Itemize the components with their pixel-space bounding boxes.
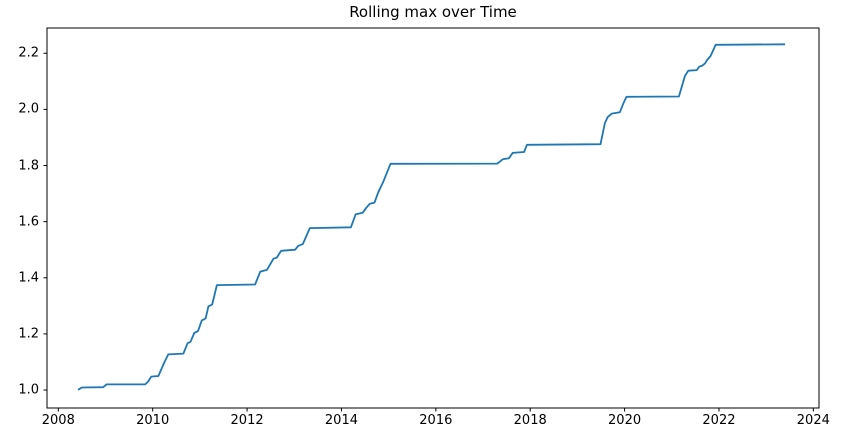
axis-tick-marks bbox=[43, 52, 814, 412]
y-tick-label: 1.0 bbox=[18, 382, 39, 398]
x-tick-label: 2022 bbox=[702, 413, 736, 428]
x-tick-label: 2018 bbox=[513, 413, 547, 428]
rolling-max-line bbox=[77, 43, 786, 391]
y-tick-label: 2.2 bbox=[18, 45, 39, 61]
x-tick-label: 2014 bbox=[324, 413, 358, 428]
y-tick-label: 1.8 bbox=[18, 158, 39, 174]
axes-frame bbox=[46, 27, 820, 409]
y-tick-label: 2.0 bbox=[18, 101, 39, 117]
chart-title: Rolling max over Time bbox=[349, 3, 517, 21]
x-tick-label: 2010 bbox=[136, 413, 170, 428]
x-tick-label: 2008 bbox=[41, 413, 75, 428]
y-tick-label: 1.6 bbox=[18, 214, 39, 230]
x-tick-label: 2016 bbox=[419, 413, 453, 428]
x-tick-label: 2020 bbox=[608, 413, 642, 428]
y-tick-label: 1.4 bbox=[18, 270, 39, 286]
x-tick-label: 2012 bbox=[230, 413, 264, 428]
y-tick-label: 1.2 bbox=[18, 326, 39, 342]
x-tick-label: 2024 bbox=[796, 413, 830, 428]
